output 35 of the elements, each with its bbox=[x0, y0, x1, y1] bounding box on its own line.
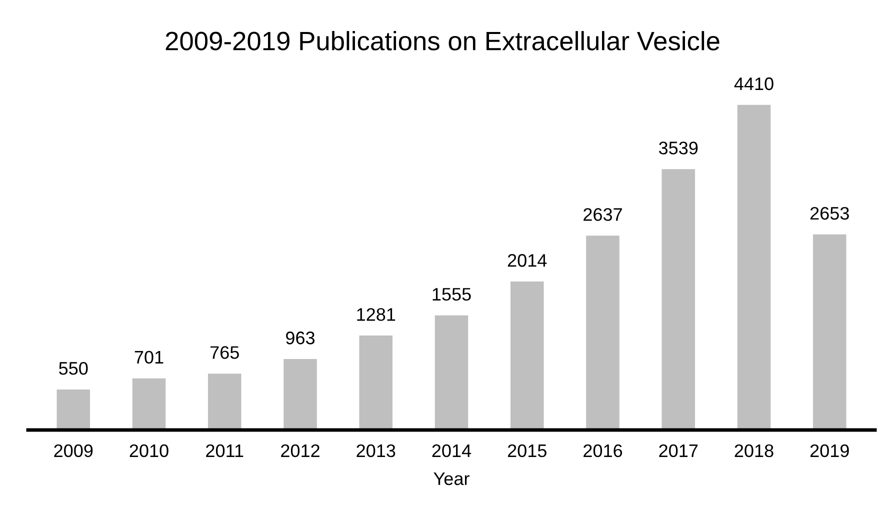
x-tick-label: 2009 bbox=[54, 444, 93, 458]
bar bbox=[662, 169, 696, 430]
bar bbox=[434, 315, 468, 430]
x-tick-label: 2012 bbox=[281, 444, 320, 458]
data-label: 550 bbox=[59, 362, 88, 375]
x-tick-label: 2019 bbox=[810, 444, 849, 458]
data-label: 2653 bbox=[810, 206, 849, 220]
data-label: 4410 bbox=[734, 77, 774, 90]
x-axis-title: Year bbox=[434, 472, 470, 486]
bar bbox=[586, 236, 620, 430]
data-label: 963 bbox=[286, 332, 315, 344]
bar bbox=[132, 378, 166, 430]
data-label: 3539 bbox=[658, 142, 698, 154]
bar bbox=[510, 282, 544, 430]
data-label: 701 bbox=[134, 350, 164, 364]
data-label: 1281 bbox=[357, 308, 396, 321]
x-tick-label: 2014 bbox=[432, 444, 472, 458]
x-tick-label: 2017 bbox=[659, 444, 698, 458]
data-label: 1555 bbox=[432, 288, 471, 301]
x-tick-label: 2013 bbox=[356, 444, 396, 458]
bar bbox=[284, 359, 317, 430]
bar bbox=[812, 234, 846, 430]
x-tick-label: 2016 bbox=[584, 444, 622, 458]
x-tick-label: 2011 bbox=[206, 444, 244, 458]
bar bbox=[359, 336, 393, 430]
chart-title: 2009-2019 Publications on Extracellular Vesicle bbox=[166, 31, 720, 50]
data-label: 2637 bbox=[584, 208, 622, 221]
x-tick-label: 2010 bbox=[130, 444, 168, 458]
data-label: 2014 bbox=[508, 254, 547, 267]
x-tick-label: 2018 bbox=[734, 444, 774, 458]
bar bbox=[208, 374, 242, 430]
x-tick-label: 2015 bbox=[508, 444, 546, 458]
data-label: 765 bbox=[210, 346, 239, 359]
bar bbox=[737, 104, 771, 430]
bar bbox=[56, 389, 90, 430]
